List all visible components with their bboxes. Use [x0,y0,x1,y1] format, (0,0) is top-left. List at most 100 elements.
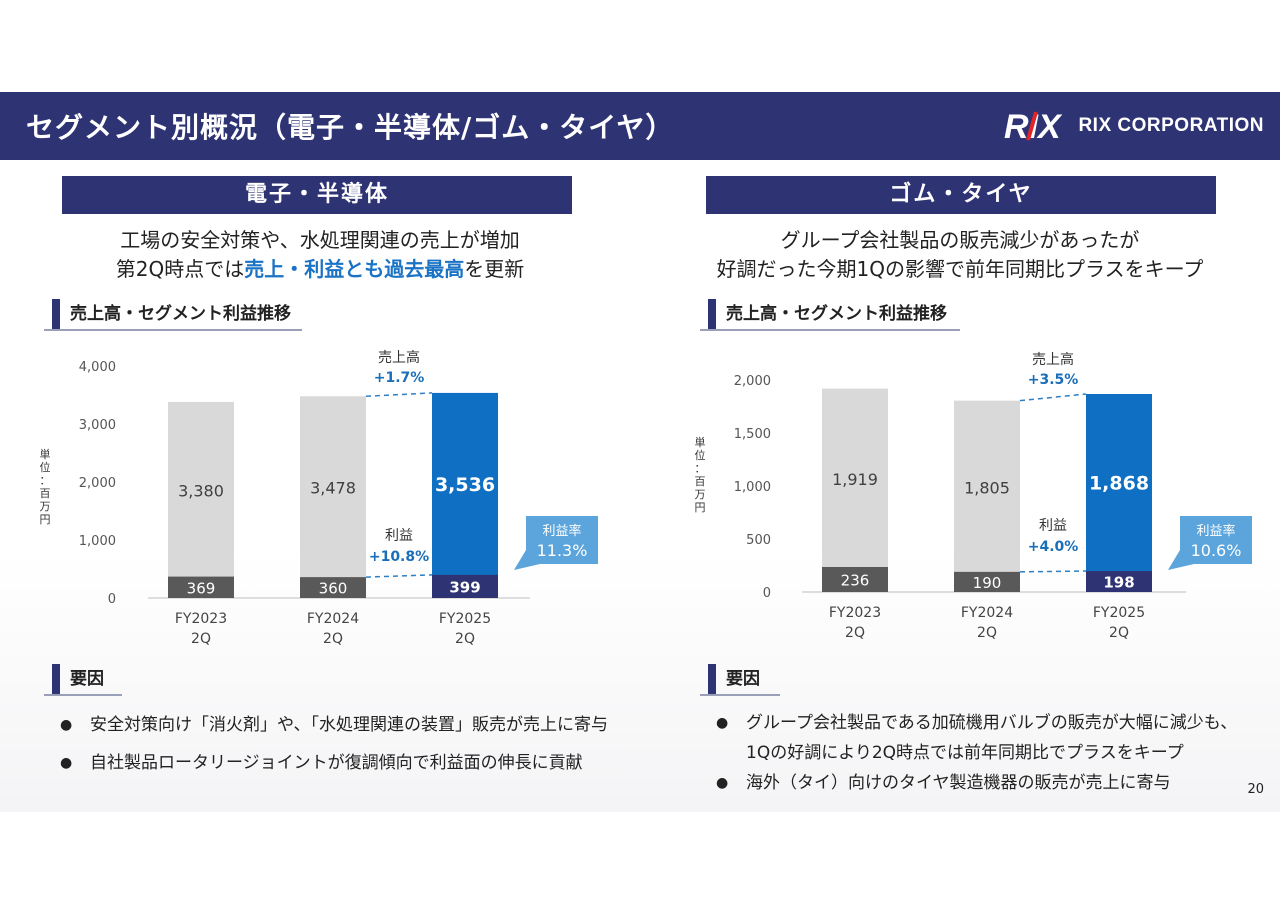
sales-data-label: 1,919 [832,470,878,489]
profit-growth-label: 利益 [385,528,413,544]
factors-list: グループ会社製品である加硫機用バルブの販売が大幅に減少も、 1Qの好調により2Q… [716,708,1237,798]
sales-bar [822,388,888,592]
profit-growth-value: +4.0% [1028,539,1079,555]
title-bar: セグメント別概況（電子・半導体/ゴム・タイヤ） RIX RIX CORPORAT… [0,92,1280,160]
profit-growth-connector [365,574,433,578]
unit-label-char: 万 [695,488,706,501]
y-tick-label: 2,000 [734,374,771,389]
y-tick-label: 1,000 [79,534,116,549]
list-item: 自社製品ロータリージョイントが復調傾向で利益面の伸長に貢献 [60,748,608,778]
section-label-factors: 要因 [44,664,122,696]
y-tick-label: 2,000 [79,476,116,491]
unit-label-char: 万 [40,500,51,513]
y-tick-label: 3,000 [79,418,116,433]
sales-data-label: 3,536 [435,474,495,496]
list-item: 安全対策向け「消火剤」や、「水処理関連の装置」販売が売上に寄与 [60,710,608,740]
sales-bar [168,401,234,598]
profit-data-label: 369 [187,579,216,597]
x-tick-label: FY2023 [175,611,227,627]
profit-bar [822,566,888,592]
panel-electronics: 電子・半導体 工場の安全対策や、水処理関連の売上が増加 第2Q時点では売上・利益… [20,176,640,816]
sales-bar [1086,393,1152,592]
segment-title: 電子・半導体 [62,176,572,214]
segment-summary: グループ会社製品の販売減少があったが 好調だった今期1Qの影響で前年同期比プラス… [660,226,1260,284]
summary-line-2: 第2Q時点では売上・利益とも過去最高を更新 [20,255,620,284]
summary-line-1: グループ会社製品の販売減少があったが [780,228,1140,252]
rix-logo-icon: RIX [1004,110,1063,142]
y-tick-label: 1,000 [734,480,771,495]
profit-data-label: 399 [449,578,480,596]
profit-bar [432,574,498,598]
summary-highlight: 売上・利益とも過去最高 [244,257,465,281]
summary-text: を更新 [464,257,525,281]
x-tick-label: FY2024 [307,611,359,627]
y-tick-label: 1,500 [734,427,771,442]
profit-bar [168,576,234,598]
x-tick-label: FY2024 [961,605,1013,621]
sales-growth-label: 売上高 [378,349,420,366]
sales-bar [954,400,1020,592]
margin-callout [1180,516,1252,564]
margin-label: 利益率 [1196,523,1235,539]
margin-value: 10.6% [1191,541,1242,560]
segment-summary: 工場の安全対策や、水処理関連の売上が増加 第2Q時点では売上・利益とも過去最高を… [20,226,620,284]
sales-bar [432,392,498,598]
profit-data-label: 236 [841,571,870,589]
x-tick-label: FY2025 [1093,605,1145,621]
profit-data-label: 198 [1103,574,1134,592]
sales-growth-connector [1019,393,1087,402]
unit-label-char: 位 [695,448,706,462]
sales-growth-value: +3.5% [1028,372,1079,388]
profit-growth-value: +10.8% [369,549,429,565]
sales-profit-chart: 0 1,000 2,000 3,000 4,000 単位：百万円 3,380 369 FY202… [40,349,598,647]
unit-label-char: 位 [40,460,51,474]
list-item-continuation: 1Qの好調により2Q時点では前年同期比でプラスをキープ [746,743,1184,763]
unit-label-char: 単 [40,447,51,461]
company-logo: RIX RIX CORPORATION [1004,110,1264,142]
factors-list: 安全対策向け「消火剤」や、「水処理関連の装置」販売が売上に寄与 自社製品ロータリ… [60,710,608,778]
summary-line-1: 工場の安全対策や、水処理関連の売上が増加 [120,228,520,252]
profit-data-label: 190 [973,574,1002,592]
section-label-factors: 要因 [700,664,780,696]
sales-growth-connector [365,392,433,398]
profit-growth-label: 利益 [1039,518,1067,534]
x-tick-label: FY2025 [439,611,491,627]
y-tick-label: 500 [746,533,771,548]
sales-data-label: 1,805 [964,478,1010,497]
panel-rubber-tire: ゴム・タイヤ グループ会社製品の販売減少があったが 好調だった今期1Qの影響で前… [660,176,1280,816]
margin-label: 利益率 [542,523,581,539]
section-label-chart: 売上高・セグメント利益推移 [700,299,960,331]
x-tick-label: 2Q [191,631,211,647]
sales-growth-label: 売上高 [1032,351,1074,368]
list-item: 海外（タイ）向けのタイヤ製造機器の販売が売上に寄与 [716,768,1237,798]
sales-data-label: 3,478 [310,479,356,498]
segment-title: ゴム・タイヤ [706,176,1216,214]
x-tick-label: FY2023 [829,605,881,621]
unit-label-char: 百 [695,475,706,488]
section-label-chart: 売上高・セグメント利益推移 [44,299,302,331]
summary-line-2: 好調だった今期1Qの影響で前年同期比プラスをキープ [716,257,1204,281]
x-tick-label: 2Q [455,631,475,647]
profit-bar [954,571,1020,592]
x-tick-label: 2Q [1109,625,1129,641]
y-tick-label: 0 [763,586,771,601]
x-tick-label: 2Q [845,625,865,641]
profit-bar [1086,571,1152,592]
page-number: 20 [1247,782,1264,797]
profit-data-label: 360 [319,580,348,598]
unit-label-char: 百 [40,487,51,500]
sales-growth-value: +1.7% [374,370,425,386]
margin-value: 11.3% [537,541,588,560]
logo-text: RIX CORPORATION [1078,115,1264,136]
x-tick-label: 2Q [977,625,997,641]
profit-bar [300,577,366,598]
x-tick-label: 2Q [323,631,343,647]
summary-text: 第2Q時点では [115,257,245,281]
sales-data-label: 3,380 [178,481,224,500]
y-tick-label: 0 [108,592,116,607]
margin-callout [526,516,598,564]
list-item: グループ会社製品である加硫機用バルブの販売が大幅に減少も、 [716,708,1237,738]
unit-label-char: ： [695,462,706,475]
y-tick-label: 4,000 [79,360,116,375]
sales-data-label: 1,868 [1089,473,1149,495]
